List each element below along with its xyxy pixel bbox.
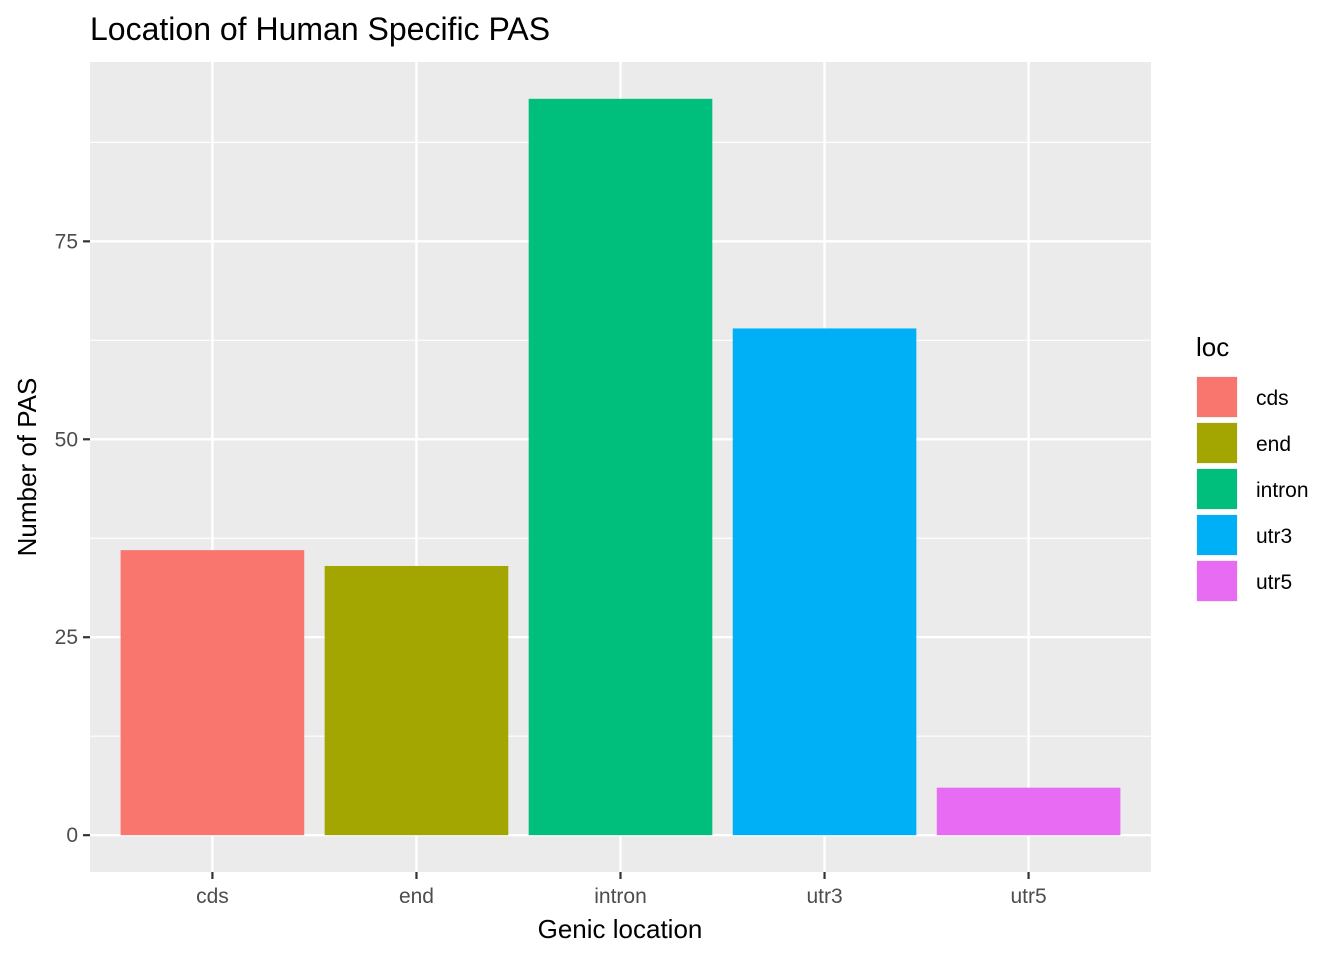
legend-label-utr3: utr3: [1256, 525, 1292, 548]
bar-utr3: [732, 328, 917, 836]
bar-intron: [528, 98, 713, 836]
legend-label-end: end: [1256, 433, 1291, 456]
bar-cds: [120, 550, 305, 836]
y-axis: 0 25 50 75: [55, 230, 90, 847]
legend-key-utr5: [1197, 561, 1237, 601]
chart-title: Location of Human Specific PAS: [90, 11, 550, 47]
bar-end: [324, 565, 509, 836]
legend-label-utr5: utr5: [1256, 571, 1292, 594]
legend-label-intron: intron: [1256, 479, 1309, 502]
bar-utr5: [936, 787, 1121, 836]
legend-key-cds: [1197, 377, 1237, 417]
x-tick-label: end: [399, 885, 434, 908]
x-tick-label: utr3: [806, 885, 842, 908]
x-axis: cds end intron utr3 utr5: [196, 872, 1047, 908]
x-tick-label: intron: [594, 885, 647, 908]
x-axis-title: Genic location: [538, 914, 703, 944]
x-tick-label: cds: [196, 885, 229, 908]
bars: [120, 98, 1121, 836]
legend-key-utr3: [1197, 515, 1237, 555]
y-tick-label: 25: [55, 626, 78, 649]
y-axis-title: Number of PAS: [12, 378, 42, 557]
y-tick-label: 50: [55, 428, 78, 451]
legend: loc cds end intron utr3 utr5: [1196, 332, 1309, 602]
legend-title: loc: [1196, 332, 1229, 362]
legend-label-cds: cds: [1256, 387, 1289, 410]
legend-key-intron: [1197, 469, 1237, 509]
x-tick-label: utr5: [1010, 885, 1046, 908]
legend-key-end: [1197, 423, 1237, 463]
y-tick-label: 75: [55, 230, 78, 253]
y-tick-label: 0: [66, 824, 78, 847]
